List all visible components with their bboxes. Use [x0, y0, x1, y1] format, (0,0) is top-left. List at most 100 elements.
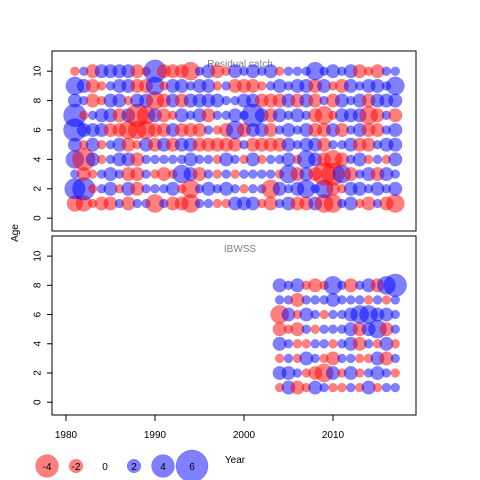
- bubble-point: [363, 295, 374, 305]
- bubble-point: [96, 81, 107, 91]
- bubble-point: [274, 295, 285, 305]
- bubble-point: [239, 169, 249, 179]
- bubble-point: [283, 339, 294, 349]
- bubble-point: [388, 122, 403, 138]
- x-tick-label: 1980: [55, 430, 78, 441]
- bubble-point: [346, 382, 356, 393]
- bubble-point: [363, 154, 374, 165]
- bubble-point: [385, 76, 405, 96]
- bubble-point: [194, 198, 205, 209]
- y-tick-label: 10: [33, 250, 44, 262]
- bubble-point: [381, 66, 392, 76]
- bubble-point: [390, 382, 401, 393]
- bubble-point: [372, 154, 383, 165]
- bubble-point: [87, 169, 98, 179]
- bubble-point: [150, 184, 160, 194]
- x-tick-label: 2000: [233, 430, 256, 441]
- bubble-point: [381, 295, 392, 305]
- bubble-point: [390, 309, 401, 320]
- y-tick-label: 2: [33, 370, 44, 376]
- bubble-point: [328, 382, 338, 393]
- bubble-point: [301, 324, 312, 334]
- y-axis: 0 2 4 6 8 10 0 2 4 6 8 10: [33, 65, 52, 405]
- bubble-point: [292, 368, 303, 378]
- bubble-point: [337, 353, 347, 364]
- bubble-point: [70, 66, 80, 76]
- bubble-point: [319, 382, 329, 393]
- bubble-point: [388, 108, 403, 123]
- legend-bubble: [175, 449, 209, 480]
- bubble-point: [274, 66, 285, 76]
- panel-title: Residual catch: [207, 59, 273, 70]
- bubble-point: [319, 309, 329, 320]
- legend-label: 0: [102, 462, 108, 473]
- bubble-point: [381, 368, 392, 378]
- bubble-point: [388, 152, 403, 167]
- bubble-point: [292, 66, 303, 76]
- bubble-point: [310, 339, 320, 349]
- bubble-point: [363, 339, 374, 349]
- y-tick-label: 6: [33, 311, 44, 317]
- bubble-point: [390, 339, 401, 349]
- bubble-point: [346, 295, 356, 305]
- bubble-point: [310, 353, 320, 364]
- x-tick-label: 2010: [322, 430, 345, 441]
- bubble-point: [221, 169, 231, 179]
- bubble-point: [274, 353, 285, 364]
- bubble-point: [390, 324, 401, 334]
- bubble-point: [203, 125, 214, 135]
- bubble-point: [328, 139, 338, 150]
- panels-layer: Residual catch IBWSS: [51, 50, 417, 416]
- legend-label: 6: [189, 462, 195, 473]
- bubble-point: [203, 169, 214, 179]
- bubble-point: [168, 154, 178, 165]
- y-tick-label: 4: [33, 341, 44, 347]
- legend-bubble: [35, 454, 59, 478]
- x-axis-label: Year: [225, 455, 246, 466]
- y-tick-label: 0: [33, 399, 44, 405]
- bubble-point: [212, 81, 223, 91]
- bubble-point: [230, 154, 240, 165]
- y-tick-label: 0: [33, 215, 44, 221]
- bubble-point: [319, 324, 329, 334]
- panel-title: IBWSS: [224, 244, 257, 255]
- x-axis: 1980 1990 2000 2010: [55, 414, 345, 441]
- bubble-point: [230, 184, 240, 194]
- bubble-point: [390, 353, 401, 364]
- bubble-point: [328, 324, 338, 334]
- bubble-point: [212, 198, 223, 209]
- legend-label: 4: [160, 462, 166, 473]
- bubble-point: [239, 184, 249, 194]
- bubble-point: [383, 273, 407, 297]
- bubble-point: [301, 295, 312, 305]
- bubble-point: [372, 295, 383, 305]
- bubble-point: [385, 194, 405, 213]
- y-tick-label: 8: [33, 282, 44, 288]
- bubble-point: [328, 339, 338, 349]
- legend-label: 2: [131, 462, 137, 473]
- bubble-point: [141, 154, 151, 165]
- bubble-point: [283, 66, 294, 76]
- bubble-point: [203, 154, 214, 165]
- legend-label: -2: [72, 462, 81, 473]
- panel-ibwss: IBWSS: [51, 235, 417, 416]
- bubble-point: [390, 66, 401, 76]
- bubble-point: [212, 169, 223, 179]
- legend-label: -4: [43, 462, 52, 473]
- y-tick-label: 6: [33, 127, 44, 133]
- bubble-point: [390, 368, 401, 378]
- bubble-point: [230, 169, 240, 179]
- y-tick-label: 4: [33, 156, 44, 162]
- panel-frame: [51, 50, 417, 232]
- bubble-point: [96, 139, 107, 150]
- bubble-point: [257, 169, 267, 179]
- legend: -4 -2 0 2 4 6: [35, 449, 209, 480]
- bubble-point: [390, 169, 401, 179]
- bubble-point: [87, 184, 98, 194]
- bubble-point: [141, 184, 151, 194]
- bubble-point: [203, 198, 214, 209]
- bubble-point: [96, 154, 107, 165]
- bubble-point: [388, 181, 403, 196]
- bubble-point: [132, 198, 142, 209]
